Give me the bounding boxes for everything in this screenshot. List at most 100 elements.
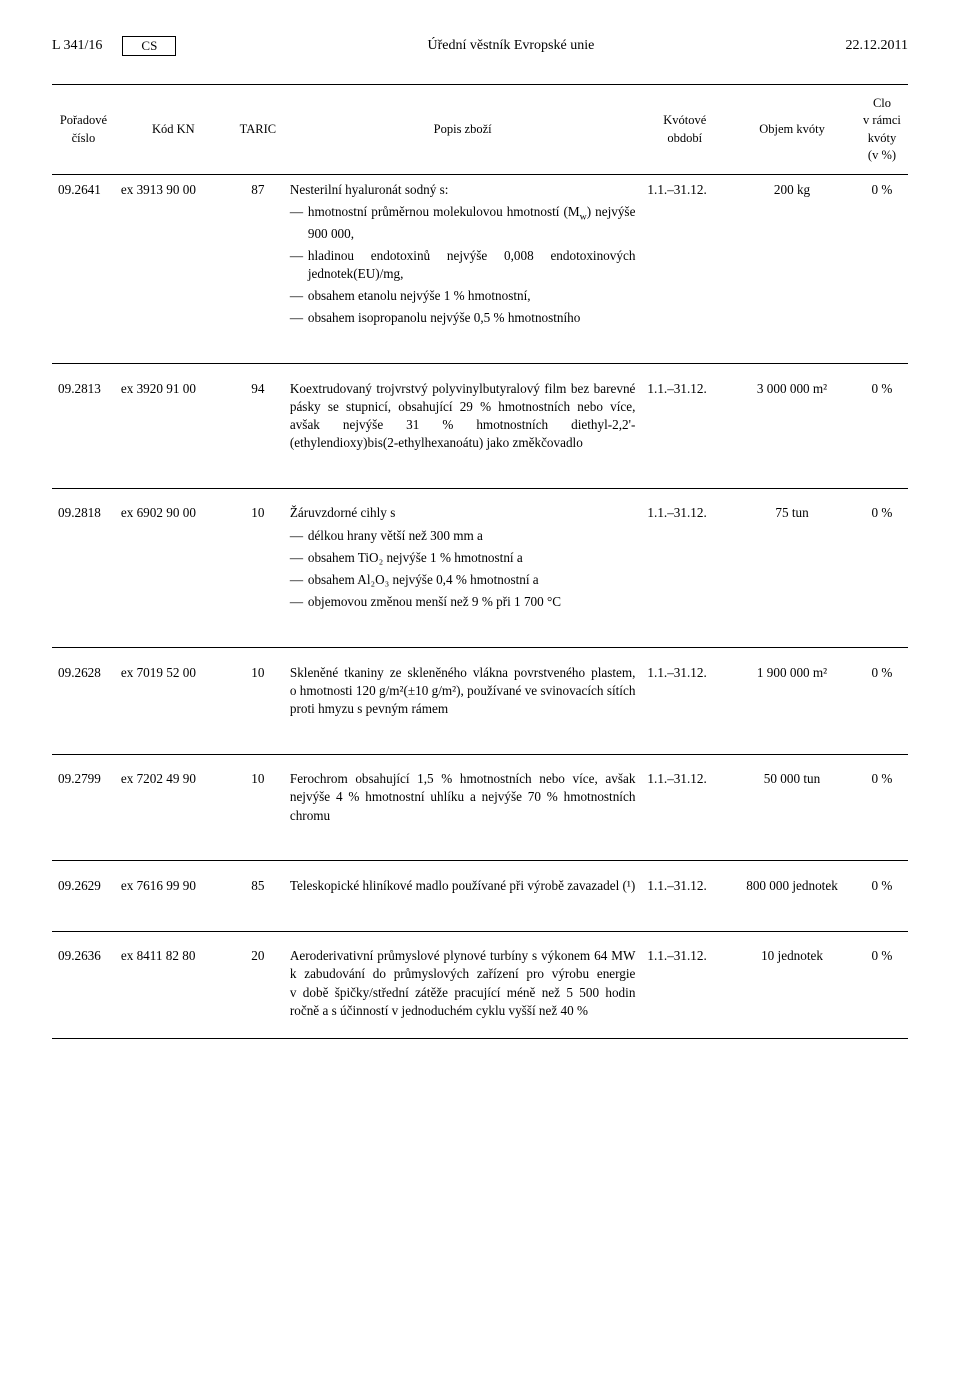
description-list-item: objemovou změnou menší než 9 % při 1 700… [290,593,636,611]
volume-cell: 10 jednotek [728,941,856,1038]
running-header: L 341/16 CS Úřední věstník Evropské unie… [52,36,908,56]
table-body: 09.2641ex 3913 90 0087Nesterilní hyaluro… [52,175,908,1039]
table-row: 09.2818ex 6902 90 0010Žáruvzdorné cihly … [52,498,908,621]
col-header-vol: Objem kvóty [728,85,856,175]
table-row: 09.2799ex 7202 49 9010Ferochrom obsahují… [52,764,908,835]
volume-cell: 800 000 jednotek [728,871,856,905]
seq-cell: 09.2629 [52,871,115,905]
taric-cell: 10 [232,764,284,835]
row-separator-gap [52,488,908,498]
seq-cell: 09.2813 [52,374,115,463]
row-separator [52,835,908,861]
description-paragraph: Ferochrom obsahující 1,5 % hmot­nostních… [290,770,636,825]
table-row: 09.2641ex 3913 90 0087Nesterilní hyaluro… [52,175,908,338]
header-date: 22.12.2011 [846,38,908,54]
period-cell: 1.1.–31.12. [641,871,728,905]
duty-cell: 0 % [856,871,908,905]
col-header-taric: TARIC [232,85,284,175]
cn-cell: ex 7019 52 00 [115,658,232,729]
description-cell: Aeroderivativní průmyslové plynové turbí… [284,941,642,1038]
period-cell: 1.1.–31.12. [641,764,728,835]
row-separator [52,728,908,754]
row-separator-gap [52,931,908,941]
cn-cell: ex 3920 91 00 [115,374,232,463]
seq-cell: 09.2799 [52,764,115,835]
description-list-item: obsahem etanolu nejvýše 1 % hmotnostní, [290,287,636,305]
table-row: 09.2628ex 7019 52 0010Skleněné tkaniny z… [52,658,908,729]
period-cell: 1.1.–31.12. [641,374,728,463]
row-separator-gap [52,861,908,871]
taric-cell: 87 [232,175,284,338]
description-list-item: obsahem Al₂O₃ nejvýše 0,4 % hmotnostní a [290,571,636,589]
period-cell: 1.1.–31.12. [641,498,728,621]
volume-cell: 1 900 000 m² [728,658,856,729]
quota-table: Pořadové číslo Kód KN TARIC Popis zboží … [52,84,908,1039]
description-paragraph: Koextrudovaný trojvrstvý polyvinyl­butyr… [290,380,636,453]
taric-cell: 94 [232,374,284,463]
description-lead: Nesterilní hyaluronát sodný s: [290,181,636,199]
table-row: 09.2636ex 8411 82 8020Aeroderivativní pr… [52,941,908,1038]
header-left: L 341/16 CS [52,36,176,56]
duty-cell: 0 % [856,658,908,729]
taric-cell: 10 [232,658,284,729]
period-cell: 1.1.–31.12. [641,941,728,1038]
cn-cell: ex 7616 99 90 [115,871,232,905]
col-header-desc: Popis zboží [284,85,642,175]
description-list: hmotnostní průměrnou moleku­lovou hmotno… [290,203,636,327]
description-list-item: hmotnostní průměrnou moleku­lovou hmotno… [290,203,636,243]
description-list-item: obsahem TiO₂ nejvýše 1 % hmotnostní a [290,549,636,567]
table-header: Pořadové číslo Kód KN TARIC Popis zboží … [52,85,908,175]
table-row: 09.2629ex 7616 99 9085 Teleskopické hliní… [52,871,908,905]
row-separator [52,905,908,931]
duty-cell: 0 % [856,764,908,835]
col-header-cn: Kód KN [115,85,232,175]
col-header-period: Kvótové období [641,85,728,175]
row-separator [52,462,908,488]
duty-cell: 0 % [856,374,908,463]
description-list-item: obsahem isopropanolu nejvýše 0,5 % hmotn… [290,309,636,327]
page-number: L 341/16 [52,38,102,54]
row-separator-gap [52,648,908,658]
seq-cell: 09.2641 [52,175,115,338]
taric-cell: 85 [232,871,284,905]
description-cell: Nesterilní hyaluronát sodný s: hmotnostní… [284,175,642,338]
description-cell: Žáruvzdorné cihly sdélkou hrany větší ne… [284,498,642,621]
description-list-item: hladinou endotoxinů nejvýše 0,008 endoto… [290,247,636,283]
period-cell: 1.1.–31.12. [641,658,728,729]
col-header-duty: Clo v rámci kvóty (v %) [856,85,908,175]
duty-cell: 0 % [856,175,908,338]
journal-title: Úřední věstník Evropské unie [176,38,845,54]
description-cell: Koextrudovaný trojvrstvý polyvinyl­butyr… [284,374,642,463]
description-cell: Ferochrom obsahující 1,5 % hmot­nostních… [284,764,642,835]
cn-cell: ex 8411 82 80 [115,941,232,1038]
duty-cell: 0 % [856,941,908,1038]
row-separator [52,622,908,648]
volume-cell: 75 tun [728,498,856,621]
description-paragraph: Skleněné tkaniny ze skleněného vlákna po… [290,664,636,719]
row-separator [52,338,908,364]
language-code-box: CS [122,36,176,56]
row-separator-gap [52,754,908,764]
seq-cell: 09.2636 [52,941,115,1038]
seq-cell: 09.2818 [52,498,115,621]
table-row: 09.2813ex 3920 91 0094Koextrudovaný troj… [52,374,908,463]
taric-cell: 20 [232,941,284,1038]
cn-cell: ex 6902 90 00 [115,498,232,621]
row-separator-gap [52,364,908,374]
seq-cell: 09.2628 [52,658,115,729]
period-cell: 1.1.–31.12. [641,175,728,338]
cn-cell: ex 7202 49 90 [115,764,232,835]
description-list: délkou hrany větší než 300 mm aobsahem T… [290,527,636,612]
cn-cell: ex 3913 90 00 [115,175,232,338]
description-paragraph: Aeroderivativní průmyslové plynové turbí… [290,947,636,1020]
description-cell: Teleskopické hliníkové madlo použí­vané … [284,871,642,905]
col-header-seq: Pořadové číslo [52,85,115,175]
volume-cell: 3 000 000 m² [728,374,856,463]
volume-cell: 200 kg [728,175,856,338]
description-paragraph: Teleskopické hliníkové madlo použí­vané … [290,877,636,895]
page-body: L 341/16 CS Úřední věstník Evropské unie… [0,0,960,1087]
duty-cell: 0 % [856,498,908,621]
taric-cell: 10 [232,498,284,621]
description-cell: Skleněné tkaniny ze skleněného vlákna po… [284,658,642,729]
volume-cell: 50 000 tun [728,764,856,835]
